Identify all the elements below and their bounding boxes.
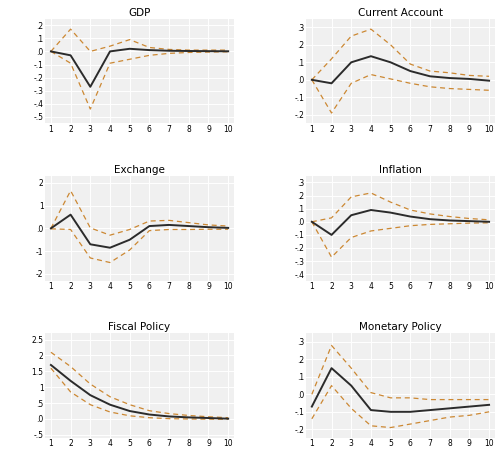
Title: Current Account: Current Account: [358, 8, 443, 18]
Title: GDP: GDP: [128, 8, 150, 18]
Title: Fiscal Policy: Fiscal Policy: [108, 322, 170, 332]
Title: Monetary Policy: Monetary Policy: [359, 322, 442, 332]
Title: Inflation: Inflation: [379, 165, 422, 175]
Title: Exchange: Exchange: [114, 165, 165, 175]
